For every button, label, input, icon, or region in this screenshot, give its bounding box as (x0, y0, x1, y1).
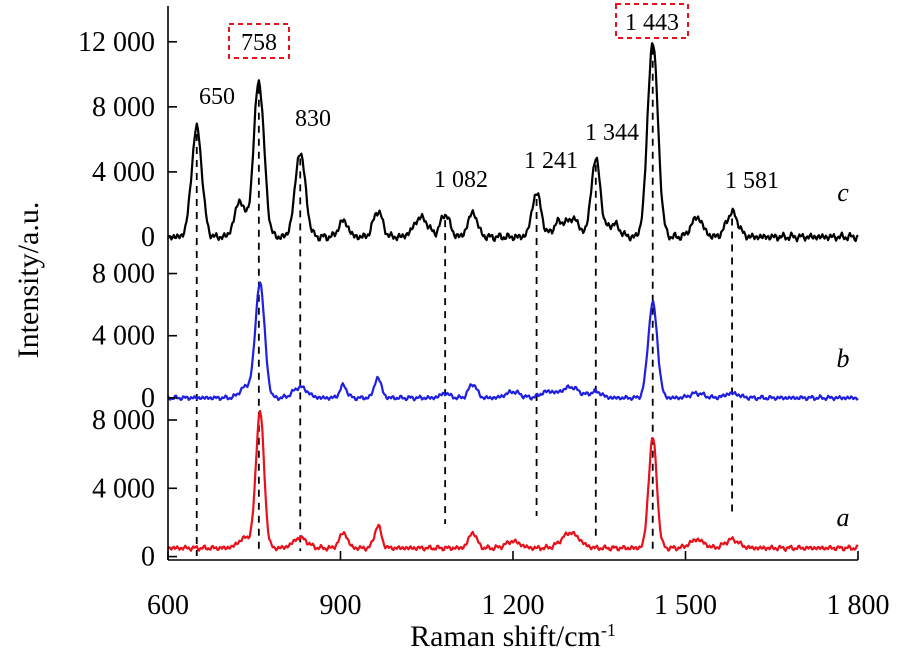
y-tick-label: 4 000 (92, 473, 155, 504)
peak-label: 758 (241, 30, 277, 56)
axes: 600 900 1 200 1 500 1 800 0 4 000 8 000 12 000 0 4… (12, 6, 890, 653)
x-tick-label: 1 800 (827, 590, 890, 621)
annotations: c b a 650 758 830 1 082 1 241 1 344 1 443 1 581 (199, 3, 850, 532)
y-tick-label: 0 (141, 222, 155, 253)
spectrum-c (166, 42, 859, 243)
peak-highlight-box (615, 3, 689, 39)
y-tick-label: 0 (141, 542, 155, 573)
x-tick-label: 900 (320, 590, 362, 621)
y-tick-label: 4 000 (92, 321, 155, 352)
curve-label-b: b (837, 344, 850, 373)
peak-label: 1 581 (725, 168, 779, 194)
curve-label-a: a (837, 503, 850, 532)
peak-label: 1 443 (625, 10, 679, 36)
spectrum-b (166, 281, 859, 402)
peak-label: 1 344 (585, 120, 639, 146)
y-tick-label: 12 000 (78, 27, 155, 58)
y-tick-label: 0 (141, 383, 155, 414)
y-tick-label: 8 000 (92, 92, 155, 123)
peak-label: 1 082 (434, 167, 488, 193)
x-axis-title-main: Raman shift/cm (410, 620, 601, 653)
x-tick-label: 1 200 (482, 590, 545, 621)
peak-label: 650 (199, 84, 235, 110)
x-tick-label: 600 (147, 590, 189, 621)
peak-label: 1 241 (524, 148, 578, 174)
y-tick-label: 4 000 (92, 157, 155, 188)
y-tick-label: 8 000 (92, 259, 155, 290)
x-axis-title: Raman shift/cm-1 (410, 620, 616, 653)
peak-highlight-box (228, 23, 290, 59)
curve-label-c: c (837, 178, 849, 207)
spectra (166, 42, 859, 552)
peak-label: 830 (295, 106, 331, 132)
y-tick-label: 8 000 (92, 405, 155, 436)
x-tick-label: 1 500 (654, 590, 717, 621)
dashed-guides (195, 47, 733, 556)
y-axis-title: Intensity/a.u. (12, 202, 45, 359)
x-axis-title-sup: -1 (601, 620, 616, 640)
spectrum-a (167, 409, 859, 552)
